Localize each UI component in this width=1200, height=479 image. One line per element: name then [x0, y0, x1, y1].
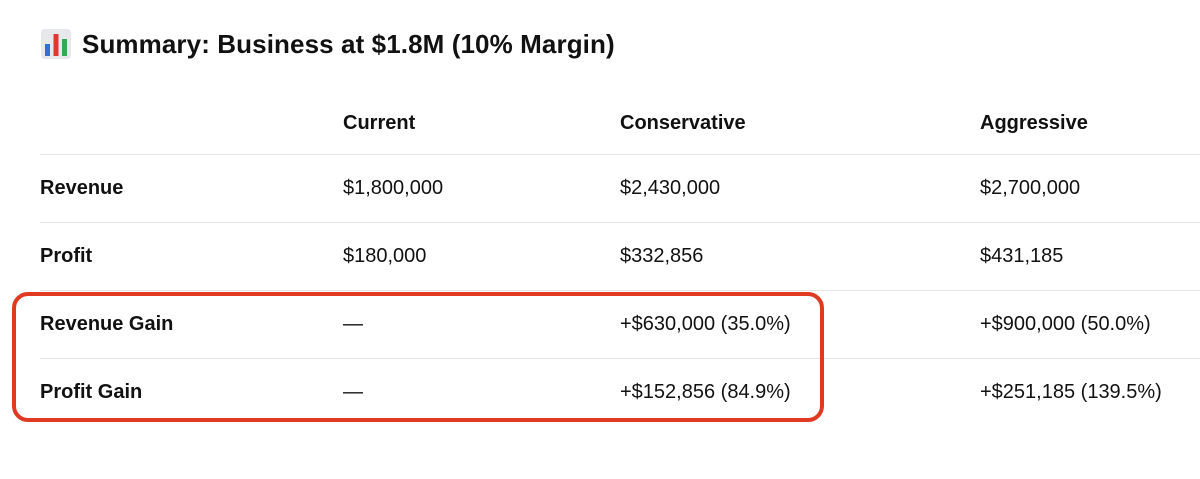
- row-label: Revenue: [40, 154, 343, 223]
- row-label: Revenue Gain: [40, 290, 343, 359]
- cell-current: $1,800,000: [343, 154, 620, 223]
- header-aggressive: Aggressive: [980, 92, 1200, 155]
- cell-current: $180,000: [343, 222, 620, 291]
- header-blank: [40, 92, 343, 155]
- page-title: Summary: Business at $1.8M (10% Margin): [82, 28, 615, 59]
- table-row: Revenue $1,800,000 $2,430,000 $2,700,000: [40, 154, 1200, 223]
- section-heading: Summary: Business at $1.8M (10% Margin): [40, 24, 615, 64]
- bar-chart-icon: [41, 29, 71, 59]
- header-conservative: Conservative: [620, 92, 980, 155]
- cell-conservative: +$630,000 (35.0%): [620, 290, 980, 359]
- table-header-row: Current Conservative Aggressive: [40, 92, 1200, 155]
- table-row: Profit $180,000 $332,856 $431,185: [40, 222, 1200, 291]
- row-label: Profit Gain: [40, 381, 143, 403]
- cell-aggressive: +$251,185 (139.5%): [980, 381, 1162, 403]
- cell-conservative: $2,430,000: [620, 154, 980, 223]
- header-current: Current: [343, 92, 620, 155]
- table-row: Revenue Gain — +$630,000 (35.0%) +$900,0…: [40, 290, 1200, 359]
- cell-aggressive: +$900,000 (50.0%): [980, 290, 1200, 359]
- table-row: Profit Gain — +$152,856 (84.9%) +$251,18…: [40, 359, 1200, 427]
- cell-conservative: $332,856: [620, 222, 980, 291]
- cell-current: —: [343, 290, 620, 359]
- cell-aggressive: $2,700,000: [980, 154, 1200, 223]
- cell-current: —: [343, 381, 363, 403]
- cell-conservative: +$152,856 (84.9%): [620, 381, 791, 403]
- summary-table: Current Conservative Aggressive Revenue …: [40, 92, 1200, 426]
- row-label: Profit: [40, 222, 343, 291]
- cell-aggressive: $431,185: [980, 222, 1200, 291]
